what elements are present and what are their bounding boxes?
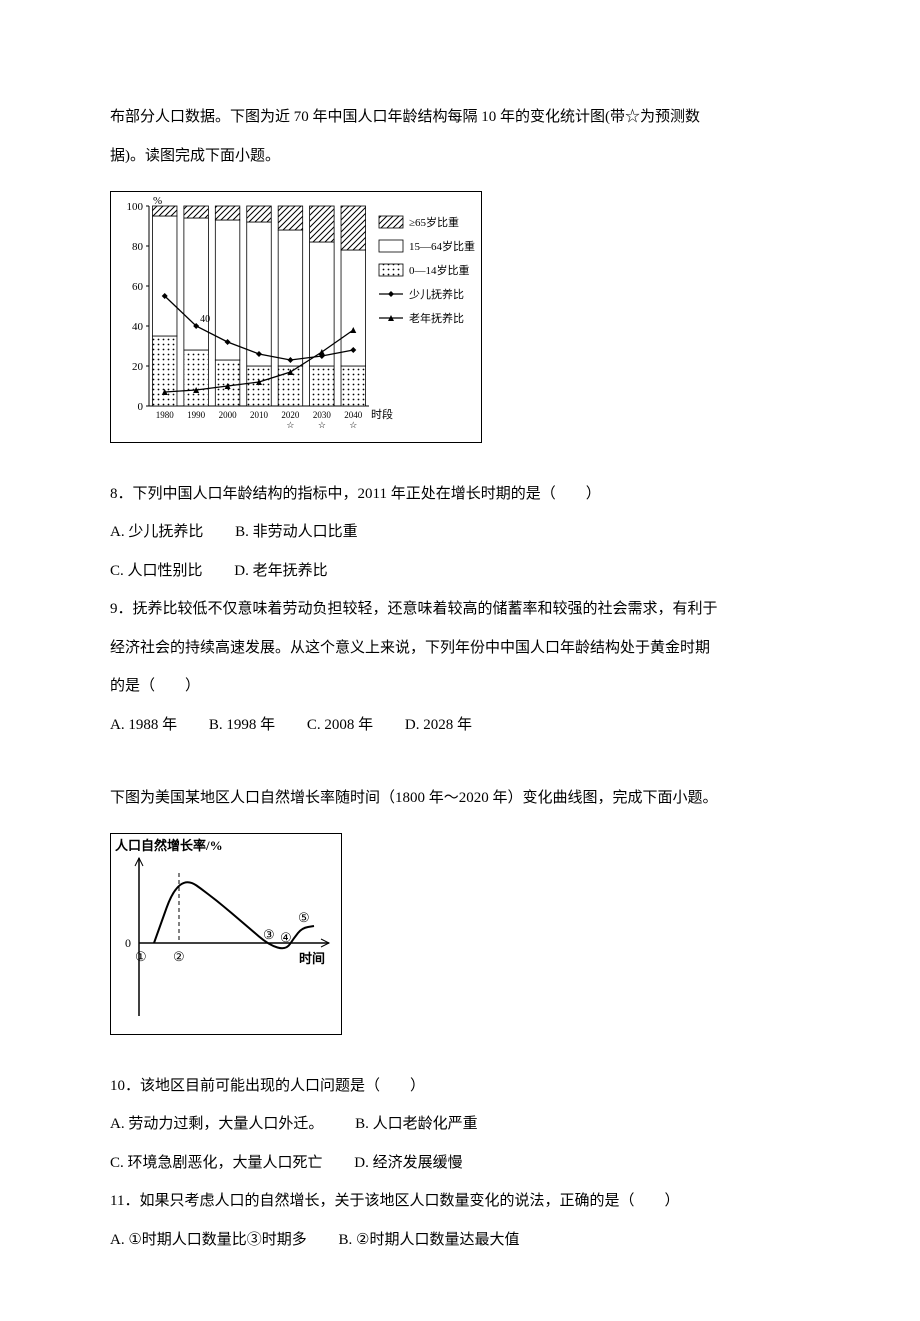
svg-text:0—14岁比重: 0—14岁比重 bbox=[409, 263, 470, 277]
intro-mid: 下图为美国某地区人口自然增长率随时间（1800 年～2020 年）变化曲线图，完… bbox=[110, 781, 810, 816]
q8-opt-A: A. 少儿抚养比 bbox=[110, 515, 203, 550]
svg-text:☆: ☆ bbox=[318, 420, 326, 430]
q8-stem: 8．下列中国人口年龄结构的指标中，2011 年正处在增长时期的是（ ） bbox=[110, 477, 810, 512]
q9-stem-l1: 9．抚养比较低不仅意味着劳动负担较轻，还意味着较高的储蓄率和较强的社会需求，有利… bbox=[110, 592, 810, 627]
svg-text:时间: 时间 bbox=[299, 951, 325, 966]
svg-text:2020: 2020 bbox=[281, 410, 300, 420]
q11-options: A. ①时期人口数量比③时期多 B. ②时期人口数量达最大值 bbox=[110, 1223, 810, 1258]
svg-text:③: ③ bbox=[263, 927, 275, 942]
q10-stem: 10．该地区目前可能出现的人口问题是（ ） bbox=[110, 1069, 810, 1104]
svg-text:人口自然增长率/%: 人口自然增长率/% bbox=[115, 838, 223, 853]
intro-line-1: 布部分人口数据。下图为近 70 年中国人口年龄结构每隔 10 年的变化统计图(带… bbox=[110, 100, 810, 135]
q9-options: A. 1988 年 B. 1998 年 C. 2008 年 D. 2028 年 bbox=[110, 708, 810, 743]
q9-opt-D: D. 2028 年 bbox=[405, 708, 472, 743]
svg-text:%: % bbox=[153, 195, 162, 207]
svg-text:80: 80 bbox=[132, 241, 144, 253]
svg-text:2010: 2010 bbox=[250, 410, 269, 420]
svg-text:②: ② bbox=[173, 949, 185, 964]
intro-line-2: 据)。读图完成下面小题。 bbox=[110, 139, 810, 174]
svg-text:20: 20 bbox=[132, 361, 144, 373]
q8-opt-C: C. 人口性别比 bbox=[110, 554, 203, 589]
svg-text:少儿抚养比: 少儿抚养比 bbox=[409, 287, 464, 301]
q10-opt-D: D. 经济发展缓慢 bbox=[354, 1146, 462, 1181]
svg-text:☆: ☆ bbox=[286, 420, 294, 430]
svg-text:60: 60 bbox=[132, 281, 144, 293]
q8-opt-B: B. 非劳动人口比重 bbox=[235, 515, 358, 550]
svg-text:15—64岁比重: 15—64岁比重 bbox=[409, 239, 475, 253]
svg-text:时段: 时段 bbox=[371, 407, 393, 421]
q8-options-row2: C. 人口性别比 D. 老年抚养比 bbox=[110, 554, 810, 589]
q11-opt-B: B. ②时期人口数量达最大值 bbox=[339, 1223, 520, 1258]
svg-text:④: ④ bbox=[280, 930, 292, 945]
svg-text:100: 100 bbox=[127, 201, 144, 213]
chart-1-wrap: 020406080100%19801990200020102020☆2030☆2… bbox=[110, 191, 482, 443]
q9-opt-C: C. 2008 年 bbox=[307, 708, 373, 743]
svg-text:0: 0 bbox=[138, 401, 144, 413]
q11-stem: 11．如果只考虑人口的自然增长，关于该地区人口数量变化的说法，正确的是（ ） bbox=[110, 1184, 810, 1219]
svg-text:≥65岁比重: ≥65岁比重 bbox=[409, 215, 459, 229]
q10-opt-A: A. 劳动力过剩，大量人口外迁。 bbox=[110, 1107, 323, 1142]
svg-text:1990: 1990 bbox=[187, 410, 206, 420]
svg-text:⑤: ⑤ bbox=[298, 910, 310, 925]
svg-text:2000: 2000 bbox=[219, 410, 238, 420]
q10-opt-B: B. 人口老龄化严重 bbox=[355, 1107, 478, 1142]
svg-text:40: 40 bbox=[132, 321, 144, 333]
q8-opt-D: D. 老年抚养比 bbox=[234, 554, 327, 589]
q11-opt-A: A. ①时期人口数量比③时期多 bbox=[110, 1223, 307, 1258]
q9-stem-l2: 经济社会的持续高速发展。从这个意义上来说，下列年份中中国人口年龄结构处于黄金时期 bbox=[110, 631, 810, 666]
q8-options-row1: A. 少儿抚养比 B. 非劳动人口比重 bbox=[110, 515, 810, 550]
svg-text:0: 0 bbox=[125, 936, 131, 950]
q9-stem-l3: 的是（ ） bbox=[110, 669, 810, 704]
chart-2: 人口自然增长率/% 0 时间 ① ② ③④⑤ bbox=[111, 834, 341, 1034]
q10-options-row2: C. 环境急剧恶化，大量人口死亡 D. 经济发展缓慢 bbox=[110, 1146, 810, 1181]
svg-text:☆: ☆ bbox=[349, 420, 357, 430]
svg-text:2040: 2040 bbox=[344, 410, 363, 420]
chart-1: 020406080100%19801990200020102020☆2030☆2… bbox=[111, 192, 481, 442]
svg-text:1980: 1980 bbox=[156, 410, 175, 420]
svg-text:2030: 2030 bbox=[313, 410, 332, 420]
q10-options-row1: A. 劳动力过剩，大量人口外迁。 B. 人口老龄化严重 bbox=[110, 1107, 810, 1142]
q10-opt-C: C. 环境急剧恶化，大量人口死亡 bbox=[110, 1146, 323, 1181]
svg-text:老年抚养比: 老年抚养比 bbox=[409, 311, 464, 325]
chart-2-wrap: 人口自然增长率/% 0 时间 ① ② ③④⑤ bbox=[110, 833, 342, 1035]
svg-text:①: ① bbox=[135, 949, 147, 964]
q9-opt-B: B. 1998 年 bbox=[209, 708, 275, 743]
svg-text:40: 40 bbox=[200, 314, 210, 325]
q9-opt-A: A. 1988 年 bbox=[110, 708, 177, 743]
